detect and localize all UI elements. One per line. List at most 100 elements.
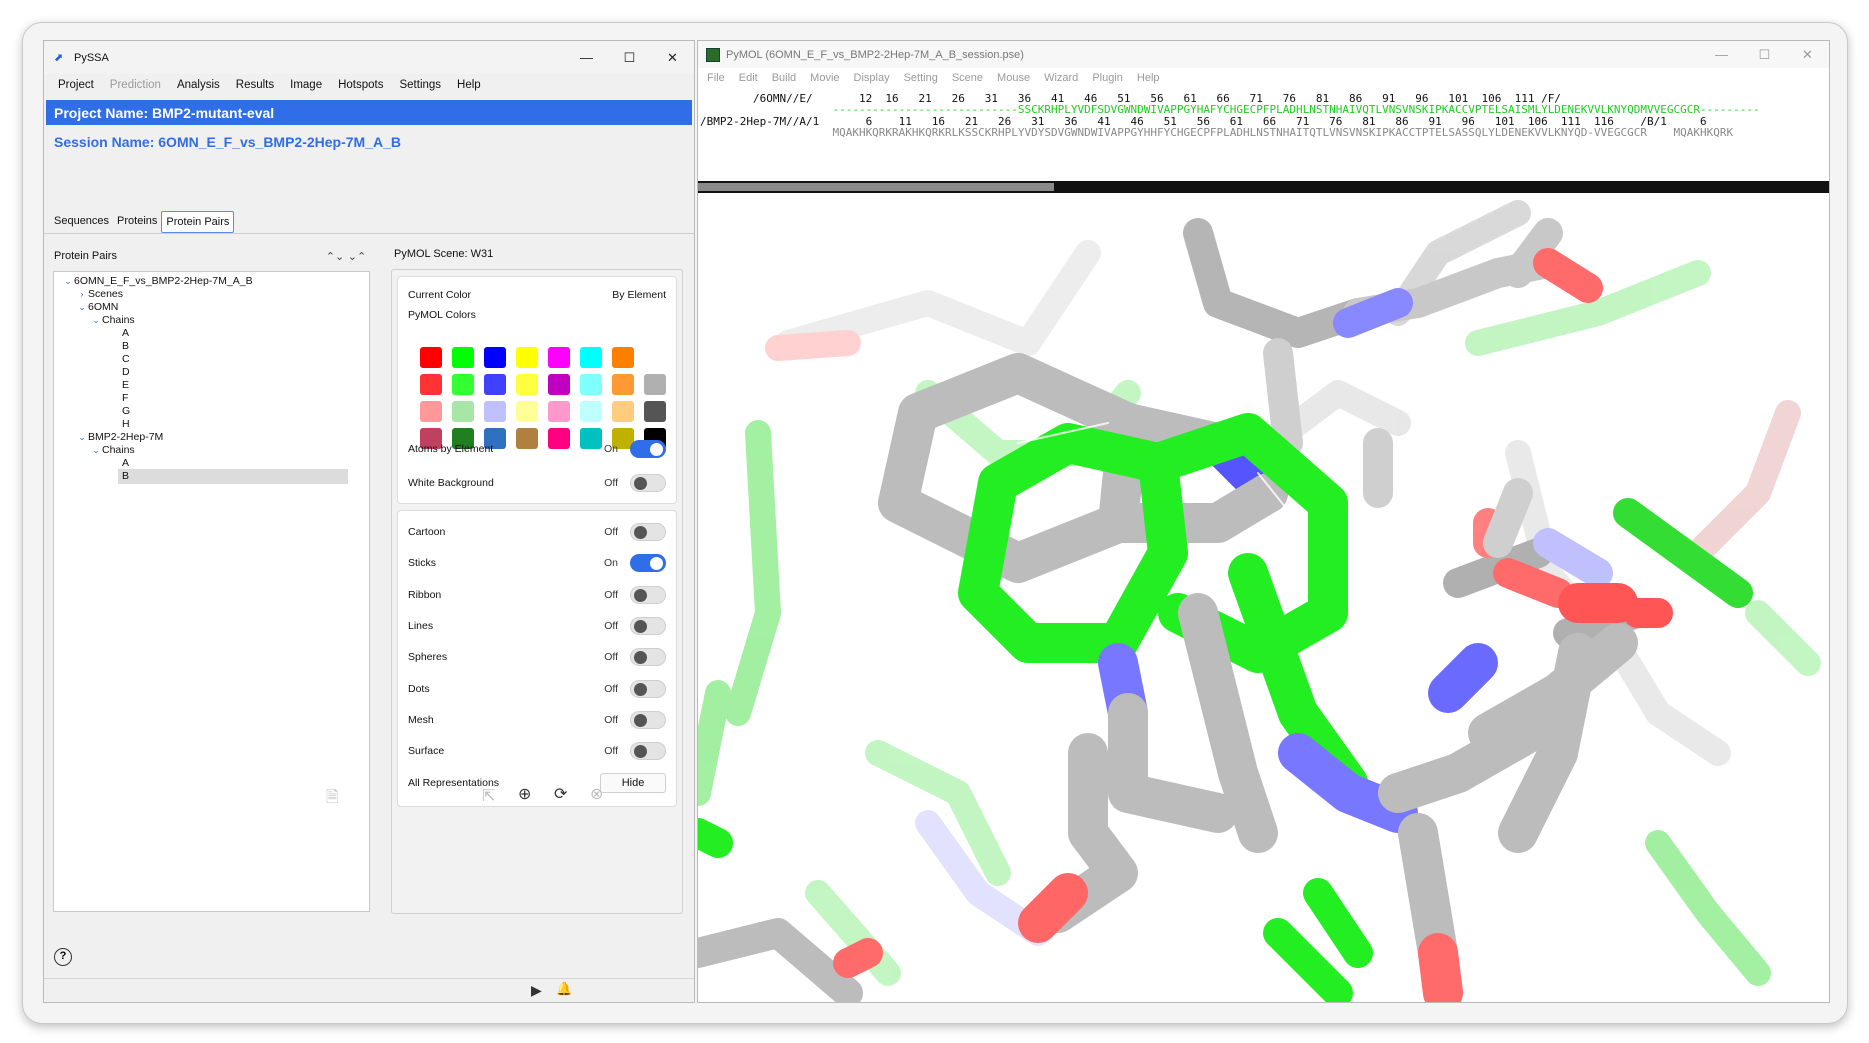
protein-pairs-tree[interactable]: ⌄ 6OMN_E_F_vs_BMP2-2Hep-7M_A_B › Scenes ⌄ 6… xyxy=(53,271,370,912)
color-swatch[interactable] xyxy=(580,428,602,449)
pyssa-titlebar[interactable]: ⬈ PySSA — ☐ ✕ xyxy=(44,41,694,74)
tab-sequences[interactable]: Sequences xyxy=(54,215,110,227)
menu-item-image[interactable]: Image xyxy=(290,79,323,91)
color-swatch[interactable] xyxy=(452,401,474,422)
surface-toggle[interactable] xyxy=(630,742,666,761)
tree-item-chains[interactable]: ⌄ Chains xyxy=(90,313,134,328)
pymol-menu-item-edit[interactable]: Edit xyxy=(738,72,758,84)
pymol-menu-item-display[interactable]: Display xyxy=(853,72,890,84)
chevron-down-icon[interactable]: ⌄ xyxy=(78,302,86,312)
pymol-menu-item-file[interactable]: File xyxy=(707,72,725,84)
pymol-menu-item-plugin[interactable]: Plugin xyxy=(1092,72,1123,84)
help-icon[interactable]: ? xyxy=(54,948,72,966)
chevron-down-icon[interactable]: ⌄ xyxy=(92,315,100,325)
color-swatch[interactable] xyxy=(452,347,474,368)
run-icon[interactable]: ▶ xyxy=(531,982,542,998)
sequence-line[interactable]: ----------------------------SSCKRHPLYVDF… xyxy=(700,103,1760,116)
sync-icon[interactable]: ⟳ xyxy=(554,786,568,803)
minimize-button[interactable]: — xyxy=(580,50,593,65)
menu-item-analysis[interactable]: Analysis xyxy=(176,79,220,91)
pymol-menu-item-wizard[interactable]: Wizard xyxy=(1044,72,1079,84)
color-swatch[interactable] xyxy=(484,428,506,449)
color-swatch[interactable] xyxy=(548,347,570,368)
export-file-icon[interactable]: 🗎 xyxy=(326,789,339,806)
color-swatch[interactable] xyxy=(548,374,570,395)
color-swatch[interactable] xyxy=(420,374,442,395)
tab-protein-pairs[interactable]: Protein Pairs xyxy=(161,211,235,233)
menu-item-prediction[interactable]: Prediction xyxy=(109,79,161,91)
molecular-viewport[interactable] xyxy=(698,193,1830,1003)
sequence-scrollbar[interactable] xyxy=(698,181,1829,193)
color-swatch[interactable] xyxy=(612,374,634,395)
minimize-button[interactable]: — xyxy=(1715,47,1728,62)
close-button[interactable]: ✕ xyxy=(667,49,678,65)
expand-all-icon[interactable]: ⌃⌄ xyxy=(325,250,345,263)
tree-item-chain[interactable]: B xyxy=(122,340,130,352)
tree-item-chain[interactable]: H xyxy=(122,418,130,430)
tree-item-pair[interactable]: ⌄ 6OMN_E_F_vs_BMP2-2Hep-7M_A_B xyxy=(62,274,252,289)
tree-item-chain-selected[interactable]: B xyxy=(118,469,348,484)
white-background-toggle[interactable] xyxy=(630,474,666,492)
export-icon[interactable]: ⇱ xyxy=(482,788,496,805)
pymol-menu-item-setting[interactable]: Setting xyxy=(903,72,938,84)
color-swatch[interactable] xyxy=(612,347,634,368)
collapse-all-icon[interactable]: ⌄⌃ xyxy=(347,250,367,263)
tree-item-scenes[interactable]: › Scenes xyxy=(76,287,124,302)
color-swatch[interactable] xyxy=(484,347,506,368)
pymol-titlebar[interactable]: PyMOL (6OMN_E_F_vs_BMP2-2Hep-7M_A_B_sess… xyxy=(698,41,1829,68)
color-swatch[interactable] xyxy=(484,401,506,422)
cartoon-toggle[interactable] xyxy=(630,523,666,541)
lines-toggle[interactable] xyxy=(630,616,666,635)
pymol-menu-item-movie[interactable]: Movie xyxy=(810,72,840,84)
sequence-viewer[interactable]: /6OMN//E/ 12 16 21 26 31 36 41 46 51 56 … xyxy=(698,89,1829,187)
chevron-down-icon[interactable]: ⌄ xyxy=(92,445,100,455)
maximize-button[interactable]: ☐ xyxy=(1758,46,1771,62)
remove-icon[interactable]: ⊗ xyxy=(590,786,604,803)
color-swatch[interactable] xyxy=(580,374,602,395)
menu-item-hotspots[interactable]: Hotspots xyxy=(338,79,384,91)
dots-toggle[interactable] xyxy=(630,679,666,698)
tree-item-chain[interactable]: D xyxy=(122,366,130,378)
tree-item-protein-6omn[interactable]: ⌄ 6OMN xyxy=(76,300,118,315)
spheres-toggle[interactable] xyxy=(630,648,666,667)
color-swatch[interactable] xyxy=(516,428,538,449)
menu-item-results[interactable]: Results xyxy=(235,79,275,91)
color-swatch[interactable] xyxy=(612,401,634,422)
ribbon-toggle[interactable] xyxy=(630,585,666,604)
color-swatch[interactable] xyxy=(516,401,538,422)
color-swatch[interactable] xyxy=(484,374,506,395)
color-swatch[interactable] xyxy=(644,401,666,422)
color-swatch[interactable] xyxy=(580,347,602,368)
tree-item-protein-bmp2[interactable]: ⌄ BMP2-2Hep-7M xyxy=(76,430,163,445)
tree-item-chains[interactable]: ⌄ Chains xyxy=(90,443,134,458)
sequence-line[interactable]: MQAKHKQRKRAKHKQRKRLKSSCKRHPLYVDYSDVGWNDW… xyxy=(700,126,1734,139)
close-button[interactable]: ✕ xyxy=(1802,46,1813,62)
color-swatch[interactable] xyxy=(420,347,442,368)
chevron-down-icon[interactable]: ⌄ xyxy=(64,276,72,286)
color-swatch[interactable] xyxy=(548,401,570,422)
hide-all-button[interactable]: Hide xyxy=(600,773,666,793)
menu-item-help[interactable]: Help xyxy=(457,79,481,91)
atoms-by-element-toggle[interactable] xyxy=(630,440,666,458)
color-swatch[interactable] xyxy=(644,374,666,395)
tree-item-chain[interactable]: E xyxy=(122,379,130,391)
tree-item-chain[interactable]: G xyxy=(122,405,131,417)
tree-item-chain[interactable]: A xyxy=(122,457,130,469)
color-swatch[interactable] xyxy=(580,401,602,422)
pymol-menu-item-build[interactable]: Build xyxy=(771,72,797,84)
color-swatch[interactable] xyxy=(516,347,538,368)
chevron-right-icon[interactable]: › xyxy=(80,289,84,299)
scrollbar-thumb[interactable] xyxy=(698,183,1054,191)
sticks-toggle[interactable] xyxy=(630,554,666,573)
menu-item-settings[interactable]: Settings xyxy=(399,79,442,91)
tab-proteins[interactable]: Proteins xyxy=(117,215,158,227)
add-icon[interactable]: ⊕ xyxy=(518,786,532,803)
menu-item-project[interactable]: Project xyxy=(58,79,94,91)
tree-item-chain[interactable]: C xyxy=(122,353,130,365)
pymol-menu-item-help[interactable]: Help xyxy=(1136,72,1160,84)
pymol-menu-item-scene[interactable]: Scene xyxy=(951,72,984,84)
tree-item-chain[interactable]: F xyxy=(122,392,129,404)
notification-bell-icon[interactable]: 🔔 xyxy=(556,981,573,996)
color-swatch[interactable] xyxy=(420,401,442,422)
color-swatch[interactable] xyxy=(612,428,634,449)
